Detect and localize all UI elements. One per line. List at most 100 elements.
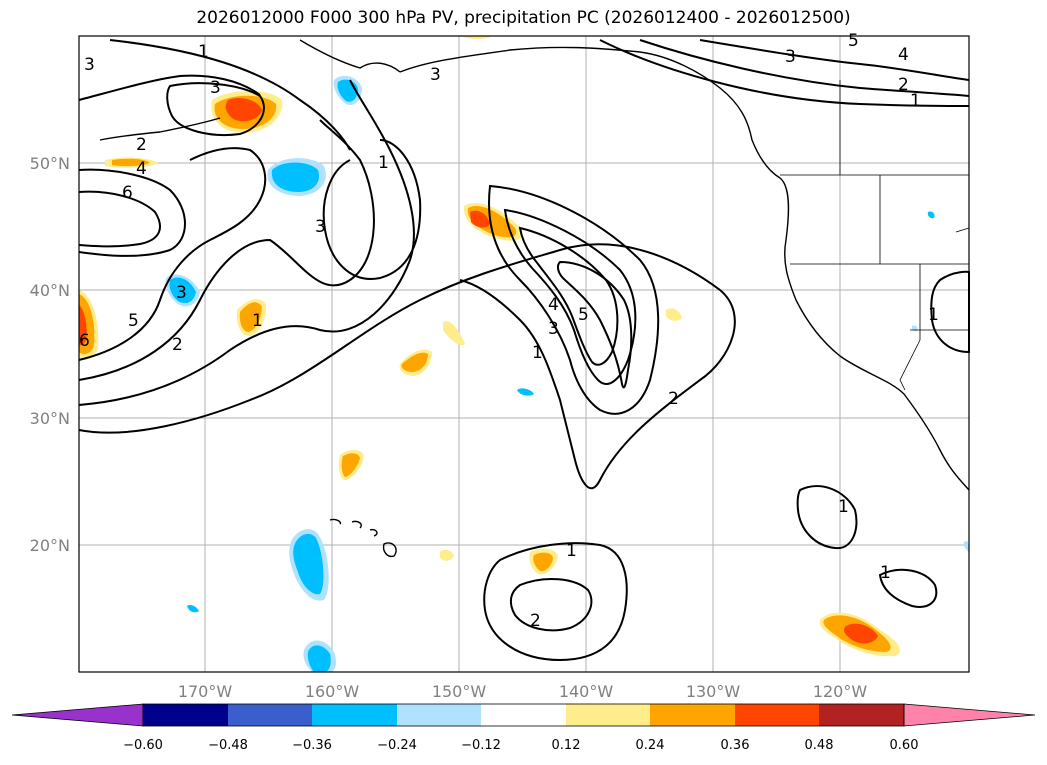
pv-contour [699, 39, 970, 81]
pv-contour [78, 74, 261, 101]
contour-label: 5 [128, 311, 139, 331]
pv-contour [78, 79, 415, 406]
pv-contour [483, 542, 628, 662]
colorbar-segment [312, 704, 397, 726]
contour-label: 6 [122, 183, 133, 203]
contour-label: 2 [136, 135, 147, 155]
contour-label: 6 [79, 331, 90, 351]
precip-cell [239, 302, 262, 332]
colorbar: −0.60 −0.48 −0.36 −0.24 −0.12 0.12 0.24 … [11, 703, 1036, 753]
contour-label: 1 [838, 497, 849, 517]
pv-contour [166, 82, 265, 136]
contour-label: 1 [252, 311, 263, 331]
lon-label: 120°W [813, 682, 868, 701]
map-frame [78, 35, 970, 673]
pv-contour [599, 39, 970, 107]
colorbar-tick-label: 0.48 [805, 738, 834, 753]
precip-cell [112, 158, 150, 167]
precip-cell [666, 308, 682, 321]
precip-positive [79, 36, 900, 657]
lon-label: 170°W [178, 682, 233, 701]
map-title: 2026012000 F000 300 hPa PV, precipitatio… [196, 8, 851, 28]
colorbar-segment [143, 704, 228, 726]
precip-cell [293, 533, 324, 595]
coastline-aleutians [99, 117, 221, 141]
pv-contour [78, 147, 267, 361]
lat-label: 30°N [30, 409, 70, 428]
contour-label: 3 [785, 47, 796, 67]
colorbar-segment [650, 704, 735, 726]
pv-contour [109, 39, 351, 151]
lat-label: 50°N [30, 154, 70, 173]
colorbar-tick-label: −0.60 [123, 738, 163, 753]
colorbar-tick-label: −0.12 [461, 738, 501, 753]
contour-label: 3 [84, 55, 95, 75]
colorbar-tick-label: 0.36 [721, 738, 750, 753]
coastlines [99, 39, 970, 558]
pv-contour [518, 226, 619, 366]
contour-label: 1 [566, 541, 577, 561]
contour-label: 1 [910, 91, 921, 111]
lon-label: 150°W [432, 682, 487, 701]
colorbar-segment [228, 704, 312, 726]
contour-label: 1 [928, 305, 939, 325]
colorbar-extend-high [903, 703, 1036, 727]
precip-cell [341, 453, 360, 477]
precip-cell [470, 210, 490, 228]
lon-labels: 170°W 160°W 150°W 140°W 130°W 120°W [178, 682, 868, 701]
colorbar-tick-label: 0.12 [552, 738, 581, 753]
precip-cell [443, 321, 465, 346]
contour-label: 3 [210, 78, 221, 98]
contour-label: 3 [315, 217, 326, 237]
precip-cell [307, 645, 331, 672]
colorbar-tick-label: 0.24 [636, 738, 665, 753]
precip-cell [187, 604, 199, 613]
precip-cell [927, 211, 935, 219]
contour-label: 3 [176, 283, 187, 303]
lat-labels: 50°N 40°N 30°N 20°N [30, 154, 70, 555]
pv-contour [503, 208, 637, 385]
lon-label: 130°W [686, 682, 741, 701]
colorbar-tick-label: −0.36 [292, 738, 332, 753]
colorbar-tick-label: −0.24 [377, 738, 417, 753]
pv-contour [509, 578, 593, 632]
colorbar-segment [566, 704, 650, 726]
precip-cell [844, 623, 878, 644]
contour-label: 5 [848, 31, 859, 51]
contour-label: 3 [548, 319, 559, 339]
lat-label: 40°N [30, 281, 70, 300]
precip-cell [79, 305, 87, 346]
precip-cell [401, 352, 428, 372]
lat-label: 20°N [30, 536, 70, 555]
contour-label: 4 [898, 45, 909, 65]
pv-contour [796, 485, 858, 550]
contour-label: 4 [548, 295, 559, 315]
precip-cell [963, 541, 969, 552]
precip-cell [517, 388, 534, 396]
contour-label: 1 [198, 42, 209, 62]
contour-label: 1 [880, 563, 891, 583]
contour-label: 2 [898, 75, 909, 95]
pv-contour [78, 168, 186, 257]
pv-contour [930, 270, 970, 354]
coastline-north-america [399, 46, 970, 491]
contour-label: 5 [578, 305, 589, 325]
pv-contour [78, 119, 375, 381]
contour-label: 2 [530, 611, 541, 631]
colorbar-extend-low [11, 703, 144, 727]
colorbar-segment [735, 704, 819, 726]
colorbar-segment [397, 704, 481, 726]
contour-label: 1 [378, 153, 389, 173]
border-california [899, 339, 921, 391]
precip-cell [460, 36, 492, 39]
precip-cell [225, 98, 262, 122]
pv-contour [639, 39, 970, 97]
contour-label: 3 [430, 65, 441, 85]
contour-label: 4 [136, 159, 147, 179]
border-wyoming [955, 227, 970, 233]
precip-cell [271, 162, 320, 192]
pv-contour [78, 190, 161, 248]
precip-cell [169, 277, 196, 304]
contour-labels: 1 3 2 4 6 1 3 3 5 2 6 1 3 4 5 3 1 2 3 5 … [79, 31, 939, 631]
contour-label: 2 [172, 335, 183, 355]
